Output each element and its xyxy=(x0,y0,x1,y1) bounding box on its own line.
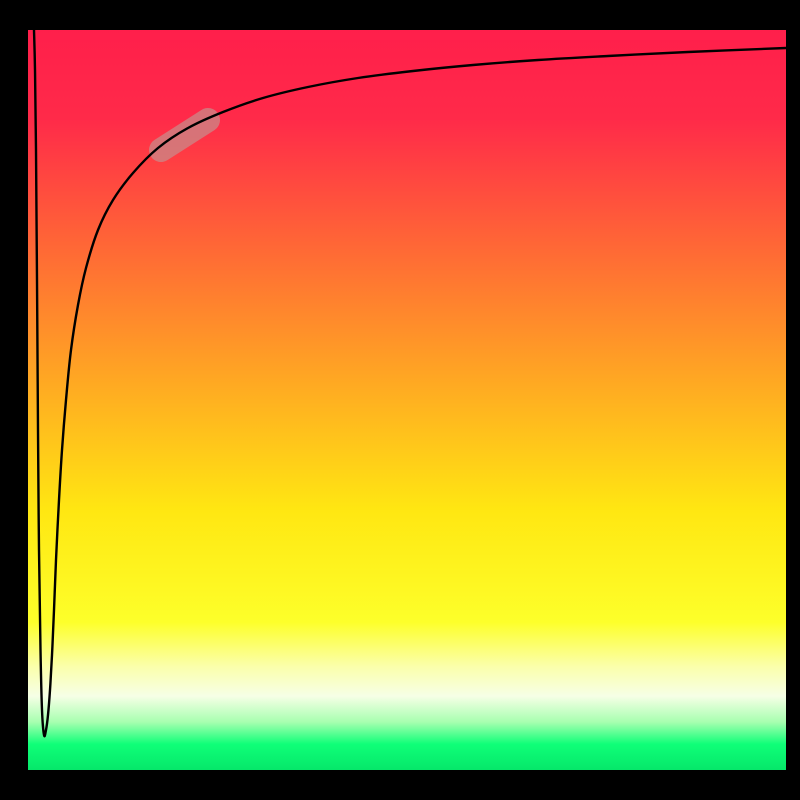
chart-svg xyxy=(28,30,786,770)
plot-area xyxy=(28,30,786,770)
gradient-background xyxy=(28,30,786,770)
chart-container: TheBottleneck.com xyxy=(0,0,800,800)
